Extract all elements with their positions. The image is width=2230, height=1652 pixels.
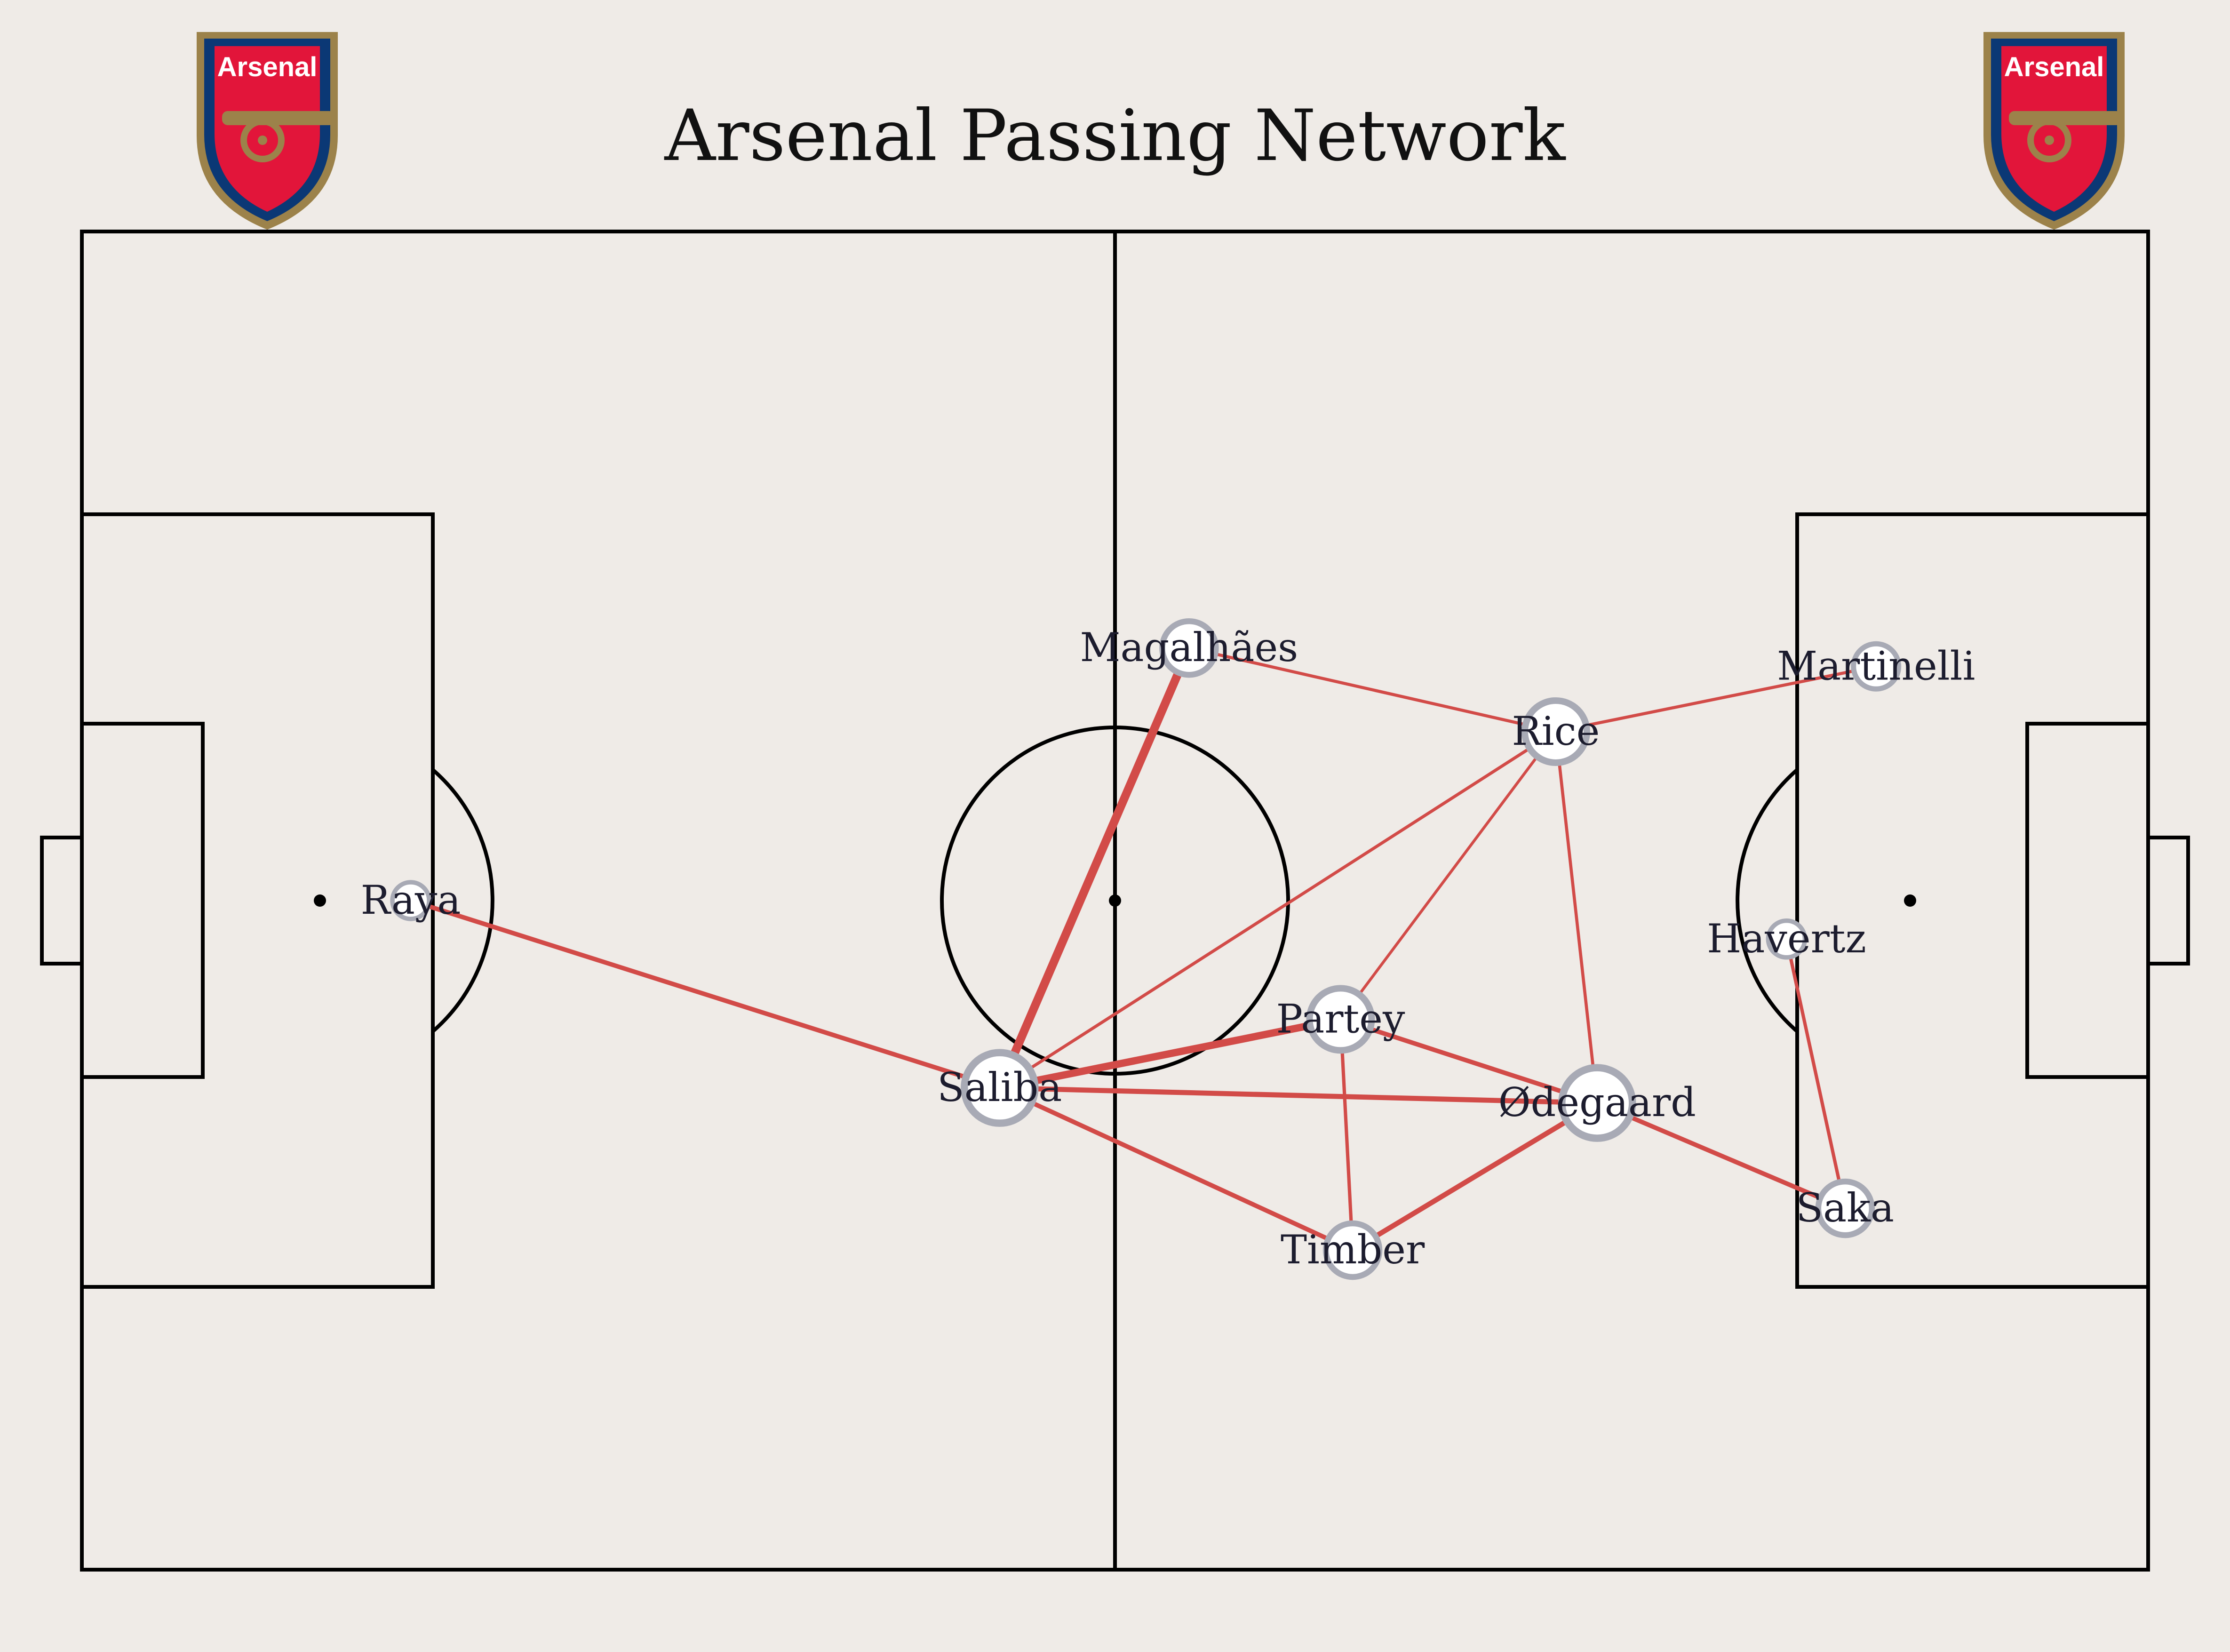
- left-goal: [40, 836, 84, 966]
- centre-spot: [1109, 894, 1121, 907]
- player-node-raya: [390, 880, 431, 921]
- pass-saliba-timber: [997, 1085, 1355, 1253]
- pass-odegaard-saka: [1595, 1101, 1848, 1211]
- player-label-partey: Partey: [1276, 996, 1405, 1042]
- player-node-timber: [1322, 1220, 1383, 1280]
- player-label-rice: Rice: [1512, 708, 1600, 754]
- pass-saliba-raya: [408, 898, 1002, 1090]
- pass-saliba-odegaard: [997, 1085, 1600, 1106]
- pass-rice-partey: [1339, 730, 1557, 1021]
- player-label-timber: Timber: [1281, 1227, 1425, 1273]
- crest-banner-right: [2001, 47, 2107, 88]
- crest-cannon-hub-right: [2045, 136, 2054, 145]
- pass-partey-timber: [1338, 1017, 1354, 1252]
- crest-lettering-left: Arsenal: [217, 52, 318, 82]
- centre-circle: [940, 726, 1290, 1076]
- player-label-raya: Raya: [361, 877, 461, 923]
- pass-saliba-rice: [998, 730, 1558, 1090]
- pass-rice-martinelli: [1554, 665, 1878, 734]
- pass-timber-odegaard: [1350, 1100, 1600, 1253]
- player-nodes: [390, 618, 1902, 1280]
- pass-magalhaes-rice: [1187, 646, 1558, 734]
- player-node-saliba: [961, 1049, 1039, 1127]
- arsenal-crest-right: Arsenal: [1983, 32, 2125, 230]
- player-label-havertz: Havertz: [1707, 916, 1866, 962]
- player-label-martinelli: Martinelli: [1777, 643, 1975, 689]
- player-node-partey: [1306, 985, 1375, 1054]
- pass-saliba-magalhaes: [995, 644, 1194, 1093]
- player-label-odegaard: Ødegaard: [1498, 1079, 1696, 1125]
- right-goal: [2146, 836, 2190, 966]
- pass-saliba-partey: [996, 1015, 1345, 1092]
- player-node-magalhaes: [1159, 618, 1219, 678]
- left-penalty-spot: [314, 894, 326, 907]
- arsenal-crest-left: Arsenal: [197, 32, 338, 230]
- crest-cannon-hub-left: [258, 136, 267, 145]
- right-penalty-spot: [1904, 894, 1916, 907]
- crest-cannon-barrel-left: [222, 111, 335, 125]
- player-node-martinelli: [1851, 641, 1902, 692]
- player-node-odegaard: [1558, 1064, 1636, 1142]
- player-label-saliba: Saliba: [937, 1064, 1062, 1110]
- pass-partey-odegaard: [1338, 1017, 1600, 1105]
- crest-lettering-right: Arsenal: [2004, 52, 2104, 82]
- chart-title: Arsenal Passing Network: [664, 95, 1566, 177]
- football-pitch: [40, 230, 2190, 1572]
- player-node-rice: [1521, 697, 1590, 766]
- left-penalty-arc: [431, 768, 494, 1033]
- crest-banner-left: [215, 47, 320, 88]
- crest-cannon-wheel-left: [240, 118, 285, 162]
- player-node-saka: [1815, 1178, 1875, 1238]
- pass-rice-odegaard: [1554, 730, 1599, 1105]
- crest-cannon-wheel-right: [2027, 118, 2071, 162]
- right-penalty-arc: [1736, 768, 1799, 1033]
- player-label-saka: Saka: [1796, 1185, 1895, 1231]
- player-label-magalhaes: Magalhães: [1080, 624, 1298, 670]
- player-labels: Raya Saliba Magalhães Rice Martinelli Havertz…: [361, 624, 1975, 1273]
- crest-cannon-barrel-right: [2009, 111, 2122, 125]
- pass-lines: [408, 644, 1878, 1253]
- player-node-havertz: [1766, 918, 1808, 960]
- pass-havertz-saka: [1784, 937, 1847, 1210]
